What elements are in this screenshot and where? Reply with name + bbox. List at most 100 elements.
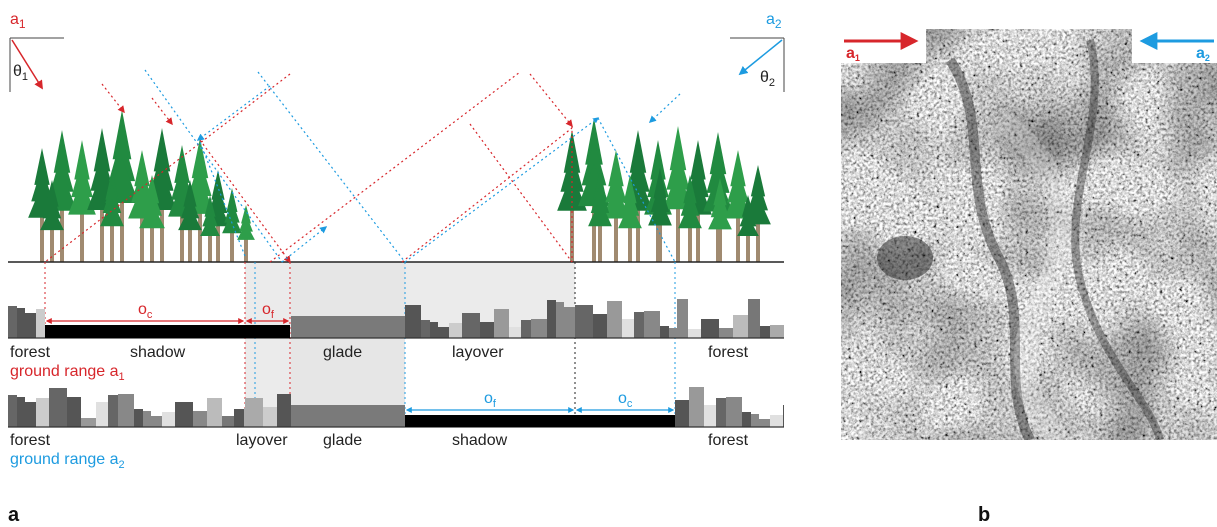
radar-rays-a2 [144,69,681,263]
reflectivity-bar [17,397,25,427]
tree-crown [50,150,74,192]
label-forest-left-a1: forest [10,344,51,361]
svg-text:a1: a1 [846,45,860,63]
tree-crown [102,184,122,214]
label-forest-right-a1: forest [708,344,749,361]
reflectivity-bar [575,305,593,338]
svg-text:of: of [262,301,275,321]
reflectivity-bar [719,328,733,338]
reflectivity-bar [751,414,759,427]
tree-crown [678,202,702,229]
label-layover-a1: layover [452,344,504,361]
tree-crown [747,180,769,211]
reflectivity-bar [108,395,118,427]
tree-crown [208,184,228,214]
panel-label-a: a [8,504,20,526]
forest-left [28,110,255,262]
reflectivity-bar [405,305,421,338]
reflectivity-bar [760,326,770,338]
tree-crown [100,199,124,227]
reflectivity-bar [263,407,277,427]
svg-text:oc: oc [138,301,153,321]
reflectivity-bar [49,388,67,427]
label-shadow-a1: shadow [130,344,186,361]
reflectivity-bar [726,397,742,427]
radar-rays-a1 [44,71,573,264]
tree-crown [31,166,53,202]
tree-crown [737,216,759,237]
shadow-bar-a2 [405,415,675,427]
tree-crown [108,134,136,182]
reflectivity-bar [480,322,494,338]
svg-text:of: of [484,390,497,410]
reflectivity-bar [17,308,25,338]
tree-trunk [688,195,692,262]
tree-crown [71,159,93,198]
reflectivity-bar [701,319,719,338]
tree-crown [40,205,64,231]
ground-range-a1-bars [8,299,784,338]
glade-zone-shade [291,262,405,427]
a1-label: a1 [10,11,26,31]
reflectivity-bar [675,400,689,427]
a2-label: a2 [766,11,782,31]
label-shadow-a2: shadow [452,432,508,449]
reflectivity-bar [509,327,521,338]
tree-crown [626,150,650,192]
tree-crown [139,202,165,229]
reflectivity-bar [644,311,660,338]
tree-crown [141,188,163,216]
reflectivity-bar [622,319,634,338]
reflectivity-bar [521,320,531,338]
reflectivity-bar [438,327,449,338]
reflectivity-bar [36,398,49,427]
tree-crown [620,188,640,216]
reflectivity-bar [770,325,784,338]
reflectivity-bar [8,306,17,338]
theta2-label: θ2 [760,69,775,89]
tree-crown [237,223,255,240]
svg-text:oc: oc [618,390,633,410]
tree-crown [618,202,642,229]
reflectivity-bar [593,314,607,338]
reflectivity-bar [234,409,244,427]
reflectivity-bar [494,309,509,338]
tree-crown [239,214,253,232]
reflectivity-bar [607,301,622,338]
reflectivity-bar [556,302,564,338]
tree-trunk [628,195,632,262]
reflectivity-bar [733,315,748,338]
reflectivity-bar [748,299,760,338]
ground-range-a2-label: ground range a2 [10,451,125,471]
tree-crown [727,167,749,203]
tree-crown [648,197,672,226]
reflectivity-bar [688,329,701,338]
tree-trunk [718,198,722,262]
shadow-bar-a1 [45,325,290,338]
tree-trunk [244,225,248,262]
label-forest-right-a2: forest [708,432,749,449]
tree-crown [188,157,212,197]
tree-crown [706,152,730,193]
tree-crown [200,216,220,237]
of-dimension-a1: of [245,301,290,324]
tree-crown [605,167,627,203]
reflectivity-bar [669,328,677,338]
reflectivity-bar [175,402,193,427]
reflectivity-bar [118,394,134,427]
sar-arrow-a2: a2 [1139,32,1214,63]
sar-arrow-a1: a1 [844,32,919,63]
reflectivity-bar [244,408,245,427]
reflectivity-bar [704,405,716,427]
incidence-a1-indicator: a1 θ1 [9,11,64,92]
reflectivity-bar [134,409,143,427]
reflectivity-bar [531,319,547,338]
tree-crown [739,205,757,227]
reflectivity-bar [222,416,234,427]
reflectivity-bar [742,412,751,427]
label-layover-a2: layover [236,432,288,449]
reflectivity-bar [462,313,480,338]
incidence-a2-indicator: a2 θ2 [730,11,785,92]
reflectivity-bar [449,323,462,338]
